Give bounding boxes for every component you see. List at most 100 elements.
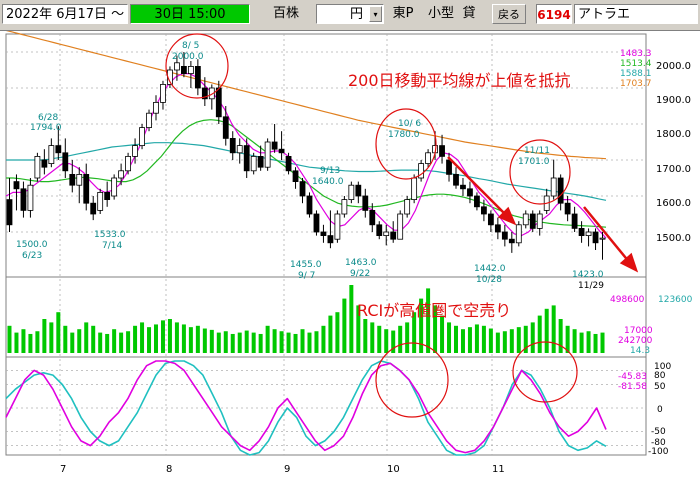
volume-bar	[174, 322, 179, 353]
highlight-circle	[165, 33, 229, 99]
volume-bar	[314, 331, 319, 353]
stock-name-field[interactable]: アトラエ	[574, 4, 698, 24]
chart-canvas[interactable]: 2000.0 1900.0 1800.0 1700.0 1600.0 1500.…	[0, 31, 700, 490]
volume-bar	[209, 329, 214, 353]
volume-bar	[467, 327, 472, 353]
candle-body	[285, 156, 292, 172]
price-label-date: 10/ 6	[398, 119, 421, 129]
candle-body	[467, 188, 473, 197]
price-label-value: 2000.0	[172, 52, 204, 62]
volume-bar	[377, 325, 382, 353]
volume-bar	[509, 329, 514, 353]
candle-body	[571, 213, 578, 229]
candle-body	[34, 156, 41, 179]
highlight-circle	[509, 139, 571, 205]
candle-body	[132, 145, 138, 157]
candle-body	[474, 195, 480, 208]
price-label-date: 6/28	[38, 113, 58, 123]
volume-bar	[167, 319, 172, 353]
stock-code-field[interactable]: 6194	[536, 4, 572, 24]
candle-body	[146, 112, 152, 128]
price-label-date: 9/22	[350, 269, 370, 279]
price-label-value: 1794.0	[30, 123, 62, 133]
volume-bar	[558, 319, 563, 353]
candle-body	[271, 141, 278, 150]
volume-bar	[342, 298, 347, 353]
candle-body	[446, 159, 452, 175]
x-axis-label: 7	[60, 464, 66, 475]
annotation-layer	[165, 33, 578, 418]
chevron-down-icon[interactable]: ▾	[369, 6, 382, 22]
price-label-date: 11/11	[524, 146, 550, 156]
volume-bar	[551, 305, 556, 353]
candle-body	[306, 195, 313, 215]
back-button[interactable]: 戻る	[492, 4, 526, 24]
volume-bar	[188, 327, 193, 353]
volume-bar	[412, 312, 417, 353]
candle-body	[390, 231, 397, 240]
volume-bar	[147, 327, 152, 353]
candle-body	[97, 191, 104, 211]
candle-body	[187, 66, 194, 75]
volume-bar	[356, 305, 361, 353]
period-field[interactable]: 30日 15:00	[130, 4, 250, 24]
price-label-value: 1780.0	[388, 130, 420, 140]
volume-bar	[181, 324, 186, 353]
price-axis-label: 1800.0	[656, 129, 691, 140]
volume-bar	[35, 331, 40, 353]
candle-body	[383, 231, 390, 236]
volume-bar	[70, 332, 75, 353]
rci-fast-line	[5, 360, 607, 454]
volume-bar	[502, 331, 507, 353]
price-label-value: 1500.0	[16, 240, 48, 250]
ma-value-long1: 1588.1	[620, 69, 652, 79]
candle-body	[201, 87, 208, 100]
volume-bar	[195, 325, 200, 353]
volume-bar	[258, 333, 263, 353]
rci-axis-label: 0	[657, 405, 663, 415]
price-axis-label: 1900.0	[656, 95, 691, 106]
rci-axis-label: -100	[648, 447, 669, 457]
volume-bar	[495, 332, 500, 353]
candle-body	[411, 177, 418, 201]
sub-value: 242700	[618, 336, 653, 346]
candle-body	[229, 138, 236, 154]
candlesticks	[6, 52, 606, 260]
volume-bar	[579, 332, 584, 353]
volume-bar	[112, 329, 117, 353]
candle-body	[418, 163, 425, 179]
candle-body	[481, 206, 487, 215]
volume-bar	[230, 333, 235, 353]
currency-select[interactable]: 円 ▾	[316, 4, 384, 24]
price-label-date: 8/ 5	[182, 41, 199, 51]
annotation-rci: RCIが高値圏で空売り	[357, 301, 511, 320]
candle-body	[62, 152, 69, 172]
candle-body	[578, 227, 585, 236]
rci-axis-label: -80	[651, 438, 666, 448]
candle-body	[536, 213, 543, 229]
volume-bar	[363, 319, 368, 353]
volume-bar	[544, 308, 549, 353]
ma-value-long2: 1703.7	[620, 79, 652, 89]
candle-body	[76, 173, 83, 186]
volume-bar	[126, 331, 131, 353]
volume-bar	[237, 332, 242, 353]
rci-axis-label: 50	[654, 382, 666, 392]
volume-bar	[21, 329, 26, 353]
volume-bar	[14, 332, 19, 353]
volume-bar	[523, 325, 528, 353]
candle-body	[208, 87, 215, 100]
price-axis-label: 1500.0	[656, 233, 691, 244]
candle-body	[327, 235, 334, 244]
candle-body	[585, 231, 592, 236]
date-field[interactable]: 2022年 6月17日 ～	[2, 4, 128, 24]
volume-bar	[244, 330, 249, 353]
candle-body	[153, 102, 159, 114]
candle-body	[439, 145, 445, 157]
candle-body	[69, 173, 76, 186]
arrowhead	[619, 252, 639, 273]
ma-value-short: 1483.3	[620, 49, 652, 59]
volume-value-1: 498600	[610, 295, 645, 305]
down-arrow	[447, 156, 509, 218]
volume-bar	[405, 322, 410, 353]
